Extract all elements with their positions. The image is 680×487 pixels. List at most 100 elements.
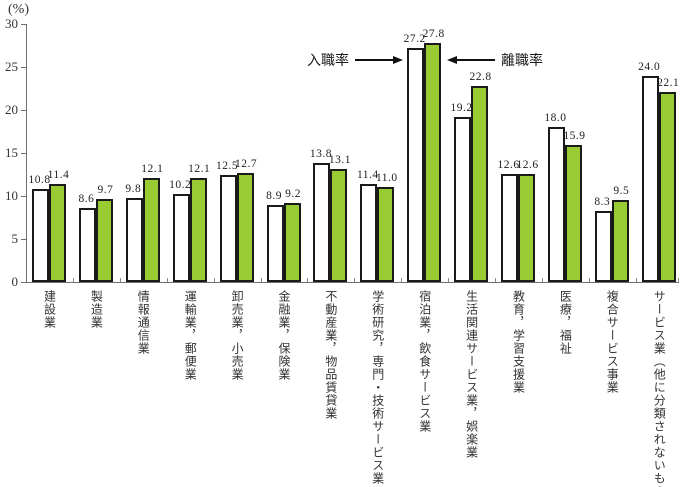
bar-hire-rate — [594, 210, 612, 282]
bar-separation-rate — [518, 173, 535, 282]
hire-rate-annotation: 入職率 — [307, 50, 403, 70]
bar-hire-rate — [125, 197, 143, 282]
bar-hire-rate — [547, 127, 565, 282]
y-axis-tick — [21, 24, 26, 25]
bar-separation-rate — [189, 177, 207, 282]
value-label-separation: 9.7 — [97, 183, 114, 196]
bar-separation-rate — [49, 183, 66, 282]
value-label-separation: 22.8 — [469, 70, 492, 83]
x-axis-tick — [260, 278, 262, 282]
bar-separation-rate — [424, 42, 442, 282]
hire-rate-label: 入職率 — [307, 54, 349, 69]
y-axis-tick — [21, 110, 26, 111]
bar-separation-rate — [564, 145, 582, 282]
y-axis-line — [26, 24, 27, 282]
x-axis-tick — [354, 278, 356, 282]
category-label: 不動産業，物品賃貸業 — [323, 290, 338, 420]
category-label: 卸売業，小売業 — [230, 290, 245, 381]
x-axis-tick — [166, 278, 168, 282]
bar-separation-rate — [142, 177, 160, 282]
value-label-hire: 9.8 — [125, 182, 142, 195]
x-axis-tick — [213, 278, 215, 282]
bar-hire-rate — [32, 189, 49, 282]
category-label: 製造業 — [89, 290, 104, 329]
value-label-hire: 8.9 — [266, 190, 282, 203]
value-label-hire: 8.3 — [594, 195, 611, 208]
bar-hire-rate — [172, 194, 190, 282]
value-label-separation: 27.8 — [422, 27, 445, 40]
category-label: 医療，福祉 — [558, 290, 573, 355]
value-label-separation: 15.9 — [563, 130, 586, 143]
x-axis-tick — [448, 278, 450, 282]
right-arrow-icon — [355, 56, 403, 64]
separation-rate-annotation: 離職率 — [447, 50, 543, 70]
value-label-hire: 18.0 — [544, 112, 567, 125]
y-tick-label: 20 — [5, 102, 18, 117]
bar-hire-rate — [219, 174, 237, 282]
bar-separation-rate — [611, 200, 629, 282]
x-axis-tick — [678, 278, 679, 282]
bar-hire-rate — [641, 75, 659, 282]
category-label: 情報通信業 — [136, 290, 151, 355]
y-tick-label: 0 — [11, 274, 19, 289]
category-label: 建設業 — [42, 290, 57, 329]
x-axis-tick — [541, 278, 543, 282]
value-label-separation: 12.1 — [141, 162, 164, 175]
category-label: 運輸業，郵便業 — [183, 290, 198, 381]
y-tick-label: 15 — [5, 145, 18, 160]
value-label-hire: 10.8 — [28, 174, 51, 187]
value-label-separation: 9.2 — [285, 187, 301, 200]
category-label: 教育，学習支援業 — [511, 290, 526, 394]
category-label: 学術研究，専門・技術サービス業 — [370, 290, 385, 485]
value-label-hire: 8.6 — [78, 193, 95, 206]
x-axis-tick — [119, 278, 121, 282]
x-axis-line — [26, 282, 679, 283]
value-label-separation: 11.0 — [375, 172, 398, 185]
bar-separation-rate — [283, 202, 301, 282]
bar-separation-rate — [95, 198, 113, 282]
value-label-separation: 9.5 — [613, 185, 630, 198]
y-axis-tick — [21, 196, 26, 197]
value-label-separation: 12.6 — [516, 158, 539, 171]
x-axis-tick — [635, 278, 637, 282]
y-tick-label: 25 — [5, 59, 18, 74]
bar-separation-rate — [236, 172, 254, 282]
y-axis-tick — [21, 153, 26, 154]
category-label: 生活関連サービス業，娯楽業 — [464, 290, 479, 459]
y-tick-label: 30 — [5, 16, 18, 31]
x-axis-tick — [495, 278, 497, 282]
y-tick-label: 5 — [11, 231, 19, 246]
bar-separation-rate — [330, 169, 348, 282]
y-axis-tick — [21, 67, 26, 68]
separation-rate-label: 離職率 — [501, 54, 543, 69]
value-label-hire: 19.2 — [450, 101, 473, 114]
x-axis-tick — [588, 278, 590, 282]
bar-hire-rate — [313, 163, 331, 282]
bar-hire-rate — [360, 183, 378, 282]
value-label-separation: 11.4 — [47, 168, 70, 181]
value-label-hire: 12.6 — [497, 158, 520, 171]
value-label-separation: 12.7 — [235, 157, 258, 170]
value-label-hire: 27.2 — [403, 33, 426, 46]
y-tick-label: 10 — [5, 188, 18, 203]
bar-separation-rate — [658, 91, 676, 282]
x-axis-tick — [401, 278, 403, 282]
value-label-hire: 24.0 — [638, 60, 661, 73]
bar-hire-rate — [78, 208, 96, 282]
value-label-separation: 13.1 — [328, 154, 351, 167]
value-label-hire: 10.2 — [169, 179, 192, 192]
y-axis-tick — [21, 282, 26, 283]
category-label: 複合サービス事業 — [605, 290, 620, 394]
value-label-hire: 11.4 — [356, 168, 379, 181]
bar-separation-rate — [377, 187, 395, 282]
left-arrow-icon — [447, 56, 495, 64]
category-label: サービス業（他に分類されないもの） — [652, 290, 667, 487]
category-label: 宿泊業，飲食サービス業 — [417, 290, 432, 433]
value-label-separation: 12.1 — [188, 162, 211, 175]
y-axis-tick — [21, 239, 26, 240]
bar-separation-rate — [471, 85, 489, 282]
x-axis-tick — [307, 278, 309, 282]
y-axis-unit-label: (%) — [8, 2, 29, 17]
